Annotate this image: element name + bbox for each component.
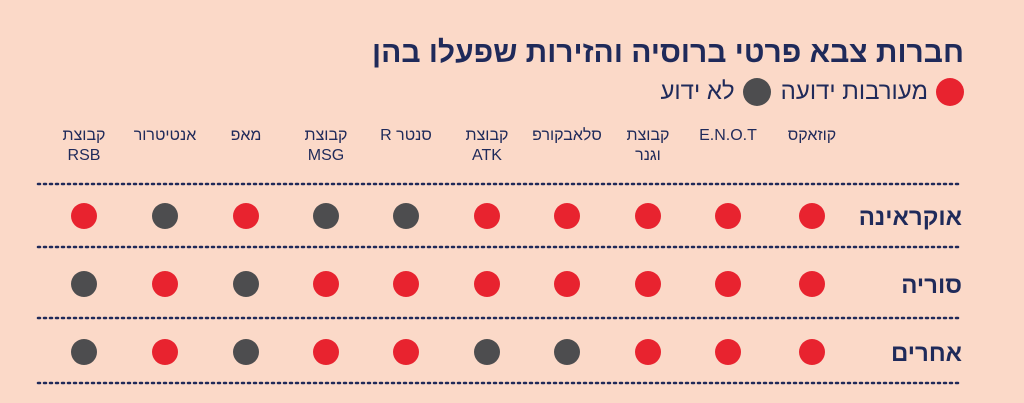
column-label: קוזאקס [788,127,836,144]
dot-involved [71,203,97,229]
column-label: קבוצת ATK [466,127,509,164]
column-label: E.N.O.T [699,127,757,144]
dot-involved [715,339,741,365]
dot-involved [554,203,580,229]
chart-title: חברות צבא פרטי ברוסיה והזירות שפעלו בהן [372,36,964,69]
legend-item-involved: מעורבות ידועה [781,78,964,106]
dot-involved [393,271,419,297]
dot-involved [474,271,500,297]
column-label: קבוצת וגנר [627,127,670,164]
dot-unknown [474,339,500,365]
legend-dot-involved [936,78,964,106]
dot-involved [474,203,500,229]
dot-involved [313,271,339,297]
dot-unknown [233,339,259,365]
dot-involved [635,271,661,297]
column-label: סנטר R [380,127,432,144]
dot-involved [635,203,661,229]
dot-involved [233,203,259,229]
column-label: מאפ [231,127,262,144]
dot-involved [152,339,178,365]
dot-involved [799,339,825,365]
dot-involved [152,271,178,297]
dot-unknown [554,339,580,365]
dot-unknown [233,271,259,297]
legend: מעורבות ידועה לא ידוע [650,78,964,106]
dot-involved [799,203,825,229]
column-label: סלאבקורפ [532,126,602,144]
dot-involved [313,339,339,365]
dot-unknown [71,271,97,297]
dot-involved [393,339,419,365]
legend-label-unknown: לא ידוע [660,78,735,105]
row-label: אחרים [891,340,962,367]
column-label: אנטיטרור [134,127,197,144]
dot-unknown [71,339,97,365]
legend-item-unknown: לא ידוע [660,78,771,106]
column-label: קבוצת MSG [305,127,348,164]
dot-involved [635,339,661,365]
dot-involved [554,271,580,297]
row-label: אוקראינה [859,204,962,231]
column-label: קבוצת RSB [63,127,106,164]
dot-unknown [313,203,339,229]
dot-unknown [393,203,419,229]
legend-dot-unknown [742,78,771,106]
dot-unknown [152,203,178,229]
row-label: סוריה [901,272,962,299]
dot-involved [715,271,741,297]
dot-involved [799,271,825,297]
legend-label-involved: מעורבות ידועה [780,78,928,105]
dot-involved [715,203,741,229]
